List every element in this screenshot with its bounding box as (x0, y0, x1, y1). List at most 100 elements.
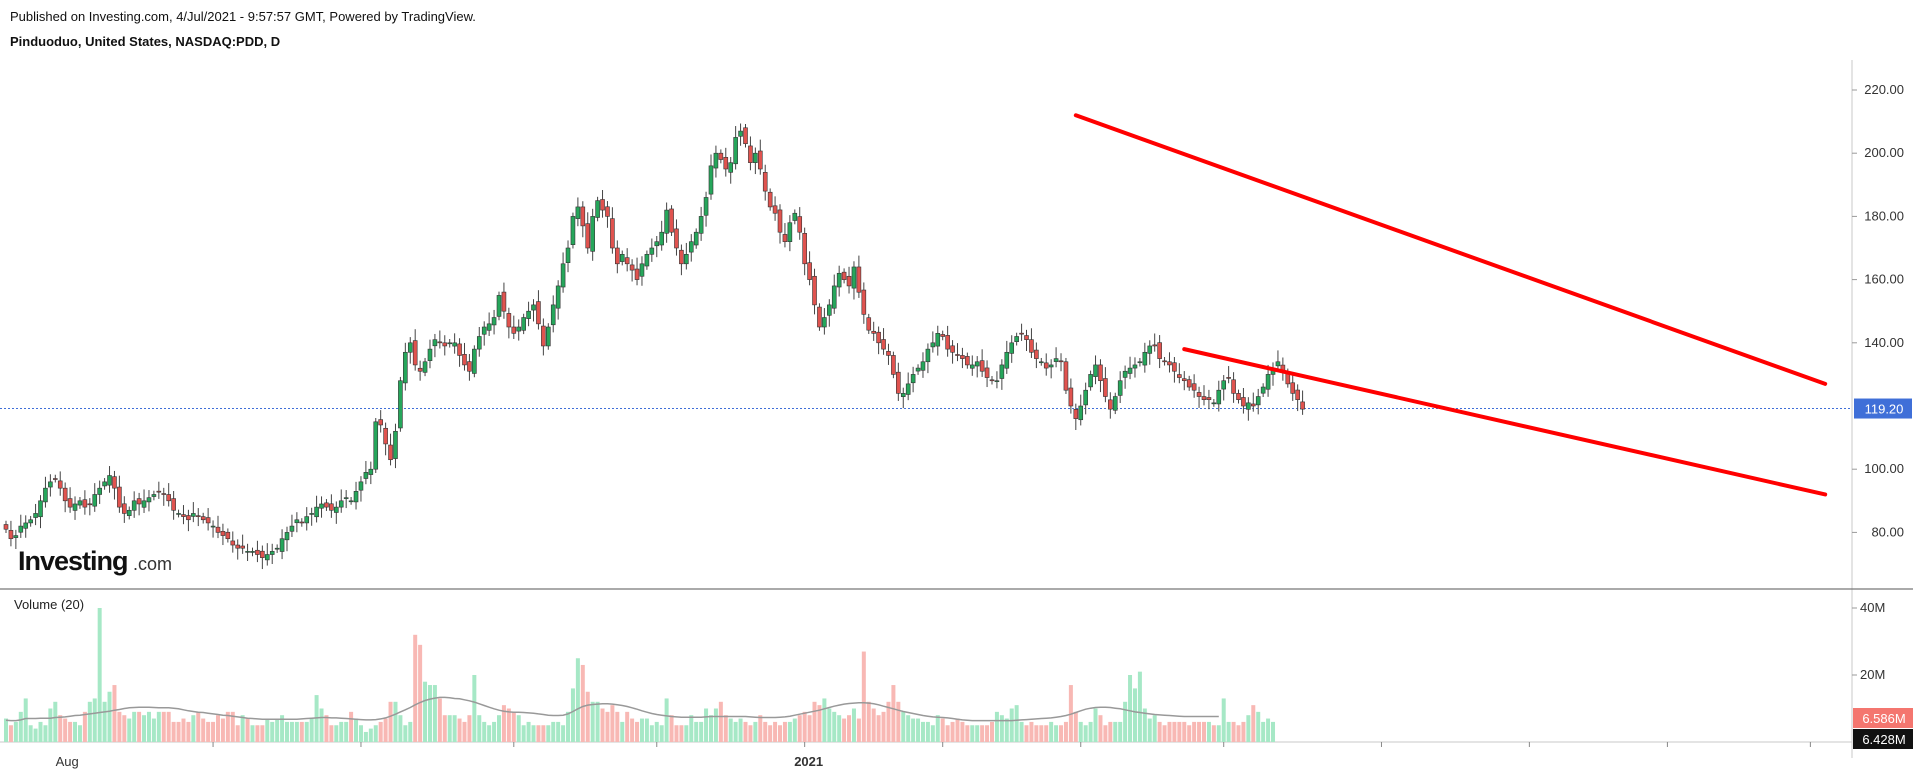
candle-up (644, 254, 650, 267)
volume-bar (625, 711, 630, 742)
candle-down (817, 306, 822, 328)
candle-up (545, 326, 551, 347)
volume-bar (196, 711, 201, 742)
candle-up (974, 361, 980, 367)
volume-bar (73, 721, 78, 742)
price-tick-label: 200.00 (1864, 145, 1904, 160)
volume-bar (654, 721, 659, 742)
volume-bar (289, 721, 294, 742)
volume-bar (585, 691, 590, 742)
volume-bar (339, 721, 344, 742)
candle-up (999, 364, 1005, 379)
upper-trendline[interactable] (1073, 113, 1828, 386)
volume-bar (768, 725, 773, 742)
candle-up (733, 137, 738, 165)
volume-bar (871, 708, 876, 742)
volume-bar (8, 725, 13, 742)
volume-bar (827, 708, 832, 742)
candle-up (43, 487, 48, 503)
candle-up (969, 364, 975, 369)
volume-bar (1177, 721, 1182, 742)
lower-trendline[interactable] (1182, 347, 1828, 497)
candle-down (67, 498, 73, 508)
candle-up (713, 152, 719, 169)
candle-down (600, 199, 605, 211)
volume-bar (1256, 711, 1261, 742)
candle-down (846, 275, 852, 287)
candle-up (915, 367, 921, 372)
volume-bar (955, 718, 960, 742)
volume-bar (176, 721, 181, 742)
candle-down (1073, 409, 1079, 419)
volume-bar (723, 715, 728, 742)
volume-bar (1236, 725, 1241, 742)
candle-down (960, 355, 965, 359)
candle-up (590, 216, 595, 252)
candle-down (378, 419, 383, 426)
volume-bar (452, 715, 457, 742)
volume-bar (260, 725, 265, 742)
volume-bar (1221, 698, 1226, 742)
volume-bar (171, 721, 176, 742)
volume-bar (432, 685, 437, 742)
candle-down (585, 223, 591, 249)
volume-bar (689, 715, 694, 742)
candle-up (1221, 380, 1227, 390)
volume-bar (847, 715, 852, 742)
candle-down (881, 339, 886, 350)
candle-up (698, 216, 704, 234)
volume-bar (916, 718, 921, 742)
volume-bar (220, 718, 225, 742)
candle-down (762, 172, 768, 192)
volume-bar (137, 711, 142, 742)
volume-bar (1201, 721, 1206, 742)
candle-down (979, 360, 985, 372)
volume-bar (427, 685, 432, 742)
volume-bar (556, 721, 561, 742)
candle-up (398, 380, 403, 429)
volume-bar (201, 718, 206, 742)
volume-ma-current-label: 6.428M (1862, 732, 1905, 747)
volume-bar (280, 715, 285, 742)
candle-up (1014, 336, 1019, 342)
volume-bar (117, 711, 122, 742)
candle-up (851, 266, 857, 289)
candle-down (511, 326, 517, 334)
candle-down (3, 524, 9, 530)
candle-up (822, 317, 827, 328)
time-tick-label: Aug (56, 754, 79, 769)
candle-down (782, 234, 788, 242)
volume-bar (1206, 721, 1211, 742)
candle-up (72, 503, 78, 511)
candle-down (1201, 396, 1207, 400)
volume-bar (1251, 705, 1256, 742)
volume-bar (1197, 721, 1202, 742)
volume-bar (472, 675, 477, 742)
volume-bar (516, 715, 521, 742)
candle-up (146, 497, 152, 503)
volume-bar (181, 718, 186, 742)
volume-bar (112, 685, 117, 742)
volume-bar (18, 711, 23, 742)
candle-down (723, 157, 729, 170)
candle-up (738, 130, 743, 137)
candle-down (624, 257, 630, 265)
candle-up (684, 254, 689, 265)
volume-bar (497, 715, 501, 742)
volume-bar (255, 725, 260, 742)
candle-up (516, 326, 522, 332)
volume-bar (980, 725, 985, 742)
logo-brand: Investing (18, 546, 128, 576)
candle-down (1157, 342, 1162, 359)
volume-bar (1044, 725, 1049, 742)
volume-bar (911, 718, 916, 742)
volume-bar (191, 715, 196, 742)
candle-down (117, 486, 122, 508)
candle-up (1147, 345, 1153, 354)
volume-bar (319, 708, 324, 742)
candle-up (358, 481, 364, 491)
candle-down (299, 521, 305, 524)
candle-down (442, 342, 448, 347)
candle-down (634, 268, 640, 280)
